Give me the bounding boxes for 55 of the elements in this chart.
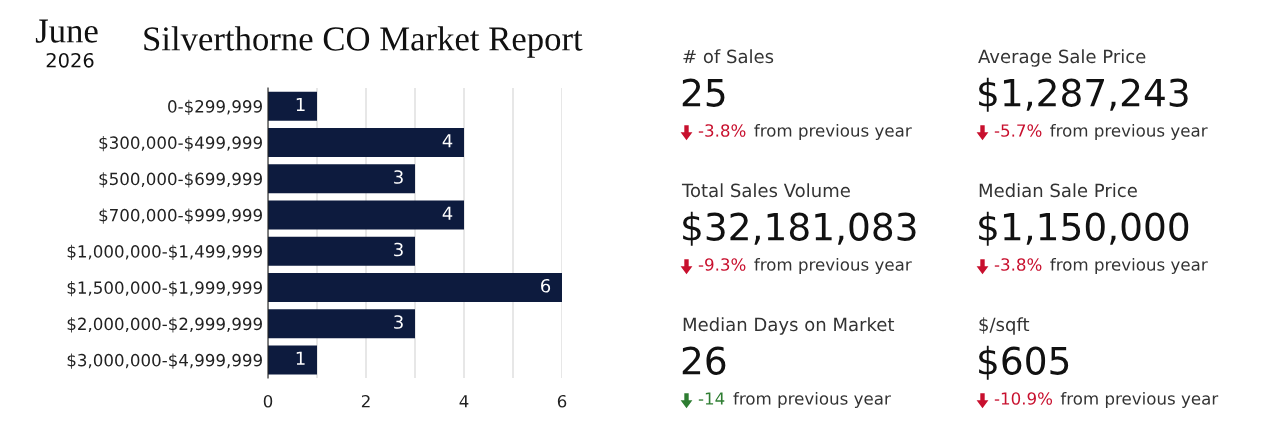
text: $/sqft <box>979 317 1030 335</box>
bar <box>268 272 562 302</box>
data-label: 3 <box>394 170 403 184</box>
bar <box>268 91 317 121</box>
text: -14 <box>698 392 725 405</box>
text: from previous year <box>1050 123 1208 141</box>
y-tick-label: 0-$299,999 <box>168 99 262 115</box>
text: -5.7% <box>994 124 1042 137</box>
bar <box>268 309 415 339</box>
text: from previous year <box>754 257 912 275</box>
data-label: 4 <box>442 206 453 220</box>
text: Average Sale Price <box>978 49 1146 67</box>
chart-title: Silverthorne CO Market Report <box>144 26 583 58</box>
text: $32,181,083 <box>683 211 916 246</box>
text: 25 <box>682 78 725 107</box>
text: 2026 <box>46 52 94 68</box>
text: from previous year <box>1060 391 1219 409</box>
x-tick-label: 4 <box>459 395 469 408</box>
text: $1,287,243 <box>979 77 1188 112</box>
data-label: 3 <box>394 315 403 329</box>
text: Median Sale Price <box>979 183 1137 198</box>
y-tick-label: $1,000,000-$1,499,999 <box>67 244 262 260</box>
text: -3.8% <box>698 124 746 137</box>
bar <box>268 200 464 230</box>
text: from previous year <box>1050 257 1208 275</box>
x-tick-label: 6 <box>557 394 567 408</box>
text: from previous year <box>754 123 912 141</box>
y-tick-label: $3,000,000-$4,999,999 <box>67 353 262 369</box>
text: 26 <box>682 346 726 375</box>
data-label: 3 <box>394 242 403 257</box>
text: -10.9% <box>994 392 1053 405</box>
text: from previous year <box>733 391 891 409</box>
data-label: 4 <box>442 134 453 148</box>
data-label: 1 <box>296 351 305 365</box>
text: June <box>35 19 98 43</box>
bar <box>268 345 317 375</box>
data-label: 1 <box>296 97 305 112</box>
text: -9.3% <box>698 258 746 271</box>
text: -3.8% <box>994 258 1042 271</box>
bar <box>268 164 415 194</box>
text: $605 <box>979 345 1069 380</box>
x-tick-label: 0 <box>263 394 273 408</box>
y-tick-label: $500,000-$699,999 <box>99 172 262 188</box>
data-label: 6 <box>541 278 551 293</box>
x-tick-label: 2 <box>361 394 370 408</box>
y-tick-label: $700,000-$999,999 <box>99 208 262 224</box>
text: $1,150,000 <box>979 211 1189 246</box>
bar <box>268 236 415 266</box>
bar <box>268 127 464 157</box>
y-tick-label: $300,000-$499,999 <box>99 136 262 152</box>
text: Total Sales Volume <box>681 183 850 198</box>
text: Median Days on Market <box>683 317 895 335</box>
y-tick-label: $1,500,000-$1,999,999 <box>67 281 262 297</box>
y-tick-label: $2,000,000-$2,999,999 <box>67 317 262 333</box>
text: # of Sales <box>683 49 774 64</box>
